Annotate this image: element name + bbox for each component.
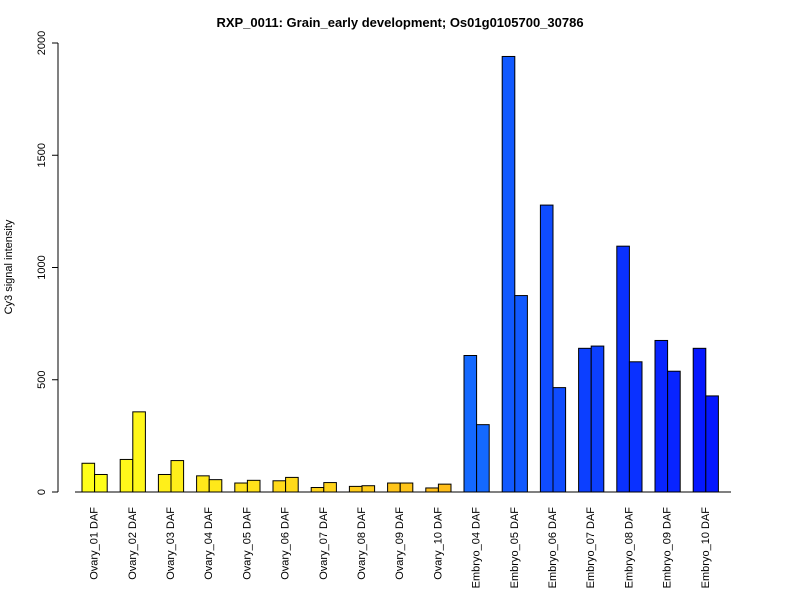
- y-tick-label: 0: [36, 489, 48, 495]
- x-tick-label: Embryo_06 DAF: [547, 507, 559, 589]
- bar: [705, 395, 719, 493]
- bars: [81, 55, 719, 493]
- x-tick-label: Ovary_03 DAF: [165, 507, 177, 580]
- y-axis-label: Cy3 signal intensity: [3, 219, 15, 314]
- bar: [501, 55, 516, 493]
- bar: [552, 387, 567, 493]
- x-tick-label: Ovary_06 DAF: [280, 507, 292, 580]
- x-tick-label: Embryo_04 DAF: [471, 507, 483, 589]
- bar: [628, 361, 643, 493]
- bar: [399, 482, 414, 493]
- x-tick-label: Embryo_07 DAF: [585, 507, 597, 589]
- bar: [578, 347, 592, 493]
- y-tick-label: 1500: [36, 143, 48, 167]
- x-tick-label: Ovary_08 DAF: [356, 507, 368, 580]
- bar: [323, 482, 337, 493]
- x-tick-label: Ovary_05 DAF: [241, 507, 253, 580]
- bar: [234, 482, 248, 493]
- y-tick-label: 500: [36, 371, 48, 389]
- x-tick-label: Ovary_09 DAF: [394, 507, 406, 580]
- x-tick-label: Embryo_10 DAF: [700, 507, 712, 589]
- bar: [285, 476, 299, 493]
- bar: [310, 487, 325, 493]
- x-tick-label: Ovary_01 DAF: [89, 507, 101, 580]
- bar: [387, 482, 401, 493]
- y-axis: 0 500 1000 1500 2000: [36, 31, 59, 495]
- bar: [81, 462, 96, 493]
- x-tick-label: Ovary_10 DAF: [432, 507, 444, 580]
- bar: [692, 347, 707, 493]
- x-tick-label: Ovary_04 DAF: [203, 507, 215, 580]
- bar: [463, 355, 478, 493]
- y-tick-label: 1000: [36, 255, 48, 279]
- bar: [667, 370, 681, 493]
- bar: [476, 424, 490, 493]
- bar: [170, 460, 185, 493]
- bar: [361, 485, 376, 493]
- bar: [514, 295, 528, 493]
- bar: [94, 473, 108, 493]
- bar: [348, 485, 363, 493]
- bar: [132, 411, 146, 493]
- y-tick-label: 2000: [36, 31, 48, 55]
- bar: [590, 345, 605, 493]
- bar: [437, 483, 452, 493]
- bar: [208, 479, 223, 493]
- x-tick-label: Embryo_05 DAF: [509, 507, 521, 589]
- bar: [119, 458, 134, 493]
- x-tick-label: Embryo_08 DAF: [623, 507, 635, 589]
- x-tick-label: Ovary_07 DAF: [318, 507, 330, 580]
- chart-title: RXP_0011: Grain_early development; Os01g…: [216, 15, 583, 30]
- bar: [654, 339, 669, 493]
- bar: [272, 480, 287, 493]
- x-tick-label: Ovary_02 DAF: [127, 507, 139, 580]
- bar: [157, 473, 172, 493]
- bar: [196, 475, 210, 493]
- bar: [539, 204, 554, 493]
- bar: [616, 245, 630, 493]
- bar: [425, 487, 439, 493]
- x-tick-label: Embryo_09 DAF: [662, 507, 674, 589]
- bar: [246, 479, 261, 493]
- x-axis: Ovary_01 DAF Ovary_02 DAF Ovary_03 DAF Ovar…: [75, 491, 731, 589]
